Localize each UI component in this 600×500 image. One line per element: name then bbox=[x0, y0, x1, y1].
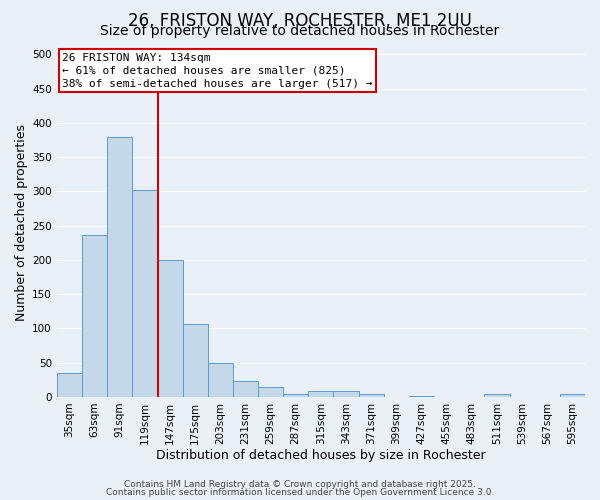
Text: 26, FRISTON WAY, ROCHESTER, ME1 2UU: 26, FRISTON WAY, ROCHESTER, ME1 2UU bbox=[128, 12, 472, 30]
Text: Contains public sector information licensed under the Open Government Licence 3.: Contains public sector information licen… bbox=[106, 488, 494, 497]
Bar bbox=[258, 388, 283, 397]
Bar bbox=[107, 136, 132, 397]
Text: Contains HM Land Registry data © Crown copyright and database right 2025.: Contains HM Land Registry data © Crown c… bbox=[124, 480, 476, 489]
X-axis label: Distribution of detached houses by size in Rochester: Distribution of detached houses by size … bbox=[156, 450, 486, 462]
Text: 26 FRISTON WAY: 134sqm
← 61% of detached houses are smaller (825)
38% of semi-de: 26 FRISTON WAY: 134sqm ← 61% of detached… bbox=[62, 52, 373, 89]
Y-axis label: Number of detached properties: Number of detached properties bbox=[15, 124, 28, 320]
Bar bbox=[82, 234, 107, 397]
Bar bbox=[157, 260, 182, 397]
Bar bbox=[308, 391, 334, 397]
Text: Size of property relative to detached houses in Rochester: Size of property relative to detached ho… bbox=[100, 24, 500, 38]
Bar bbox=[484, 394, 509, 397]
Bar bbox=[283, 394, 308, 397]
Bar bbox=[132, 190, 157, 397]
Bar bbox=[409, 396, 434, 397]
Bar bbox=[182, 324, 208, 397]
Bar bbox=[233, 381, 258, 397]
Bar bbox=[57, 373, 82, 397]
Bar bbox=[334, 391, 359, 397]
Bar bbox=[208, 362, 233, 397]
Bar bbox=[560, 394, 585, 397]
Bar bbox=[359, 394, 384, 397]
